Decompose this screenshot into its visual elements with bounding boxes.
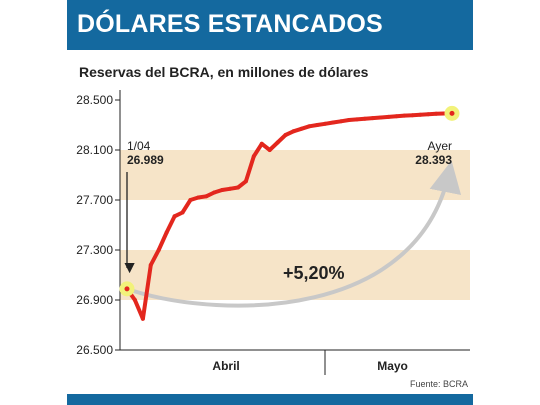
data-point [331,120,336,125]
data-point [235,185,240,190]
change-label: +5,20% [283,263,345,283]
data-point [307,124,312,129]
source-label: Fuente: BCRA [410,379,468,389]
month-label: Abril [212,359,239,373]
data-point [299,126,304,131]
data-point [291,129,296,134]
data-point [220,188,225,192]
x-axis-months: Abril Mayo [212,359,407,373]
data-point [339,119,344,124]
data-point [164,230,169,235]
data-point [378,115,383,120]
axes [119,90,470,375]
data-point [228,186,233,191]
data-point [370,116,375,121]
data-point [180,210,185,215]
data-point [140,316,145,321]
footer-bar [67,394,473,405]
data-point [315,123,320,127]
data-point [156,248,161,252]
month-label: Mayo [377,359,408,373]
data-point [267,148,272,152]
background-band [120,250,470,300]
end-value-label: 28.393 [415,153,452,167]
series-points [119,105,460,321]
data-point [434,111,439,116]
data-point [362,116,367,121]
data-point [323,121,328,126]
data-point [196,195,201,200]
start-point [119,281,135,297]
data-point [204,194,209,199]
end-date-label: Ayer [428,139,452,153]
data-point [132,298,137,302]
data-point [394,114,399,119]
data-point [283,133,288,137]
background-bands [120,150,470,300]
data-point [402,113,407,118]
data-point [418,112,423,117]
y-tick-label: 27.300 [76,243,113,257]
y-tick-label: 28.500 [76,93,113,107]
data-point [172,214,177,219]
chart-title: DÓLARES ESTANCADOS [77,10,383,38]
end-point [444,105,460,121]
data-point [259,141,264,146]
chart-header: DÓLARES ESTANCADOS [67,0,473,50]
y-tick-label: 26.900 [76,293,113,307]
data-point [148,263,153,267]
y-tick-label: 28.100 [76,143,113,157]
data-point [346,118,351,122]
data-point [426,112,431,117]
start-value-label: 26.989 [127,153,164,167]
data-point [354,117,359,122]
change-arrow [132,160,462,308]
data-point [188,198,193,202]
data-point [251,154,256,159]
background-band [120,150,470,200]
y-tick-label: 26.500 [76,343,113,357]
y-axis-ticks: 26.500 26.900 27.300 27.700 28.100 28.500 [76,93,120,357]
data-point [386,114,391,119]
data-point [243,179,248,184]
data-point [275,140,280,145]
data-point [212,190,217,195]
data-point [410,113,415,118]
start-date-label: 1/04 [127,139,151,153]
y-tick-label: 27.700 [76,193,113,207]
chart-subtitle: Reservas del BCRA, en millones de dólare… [79,64,369,80]
